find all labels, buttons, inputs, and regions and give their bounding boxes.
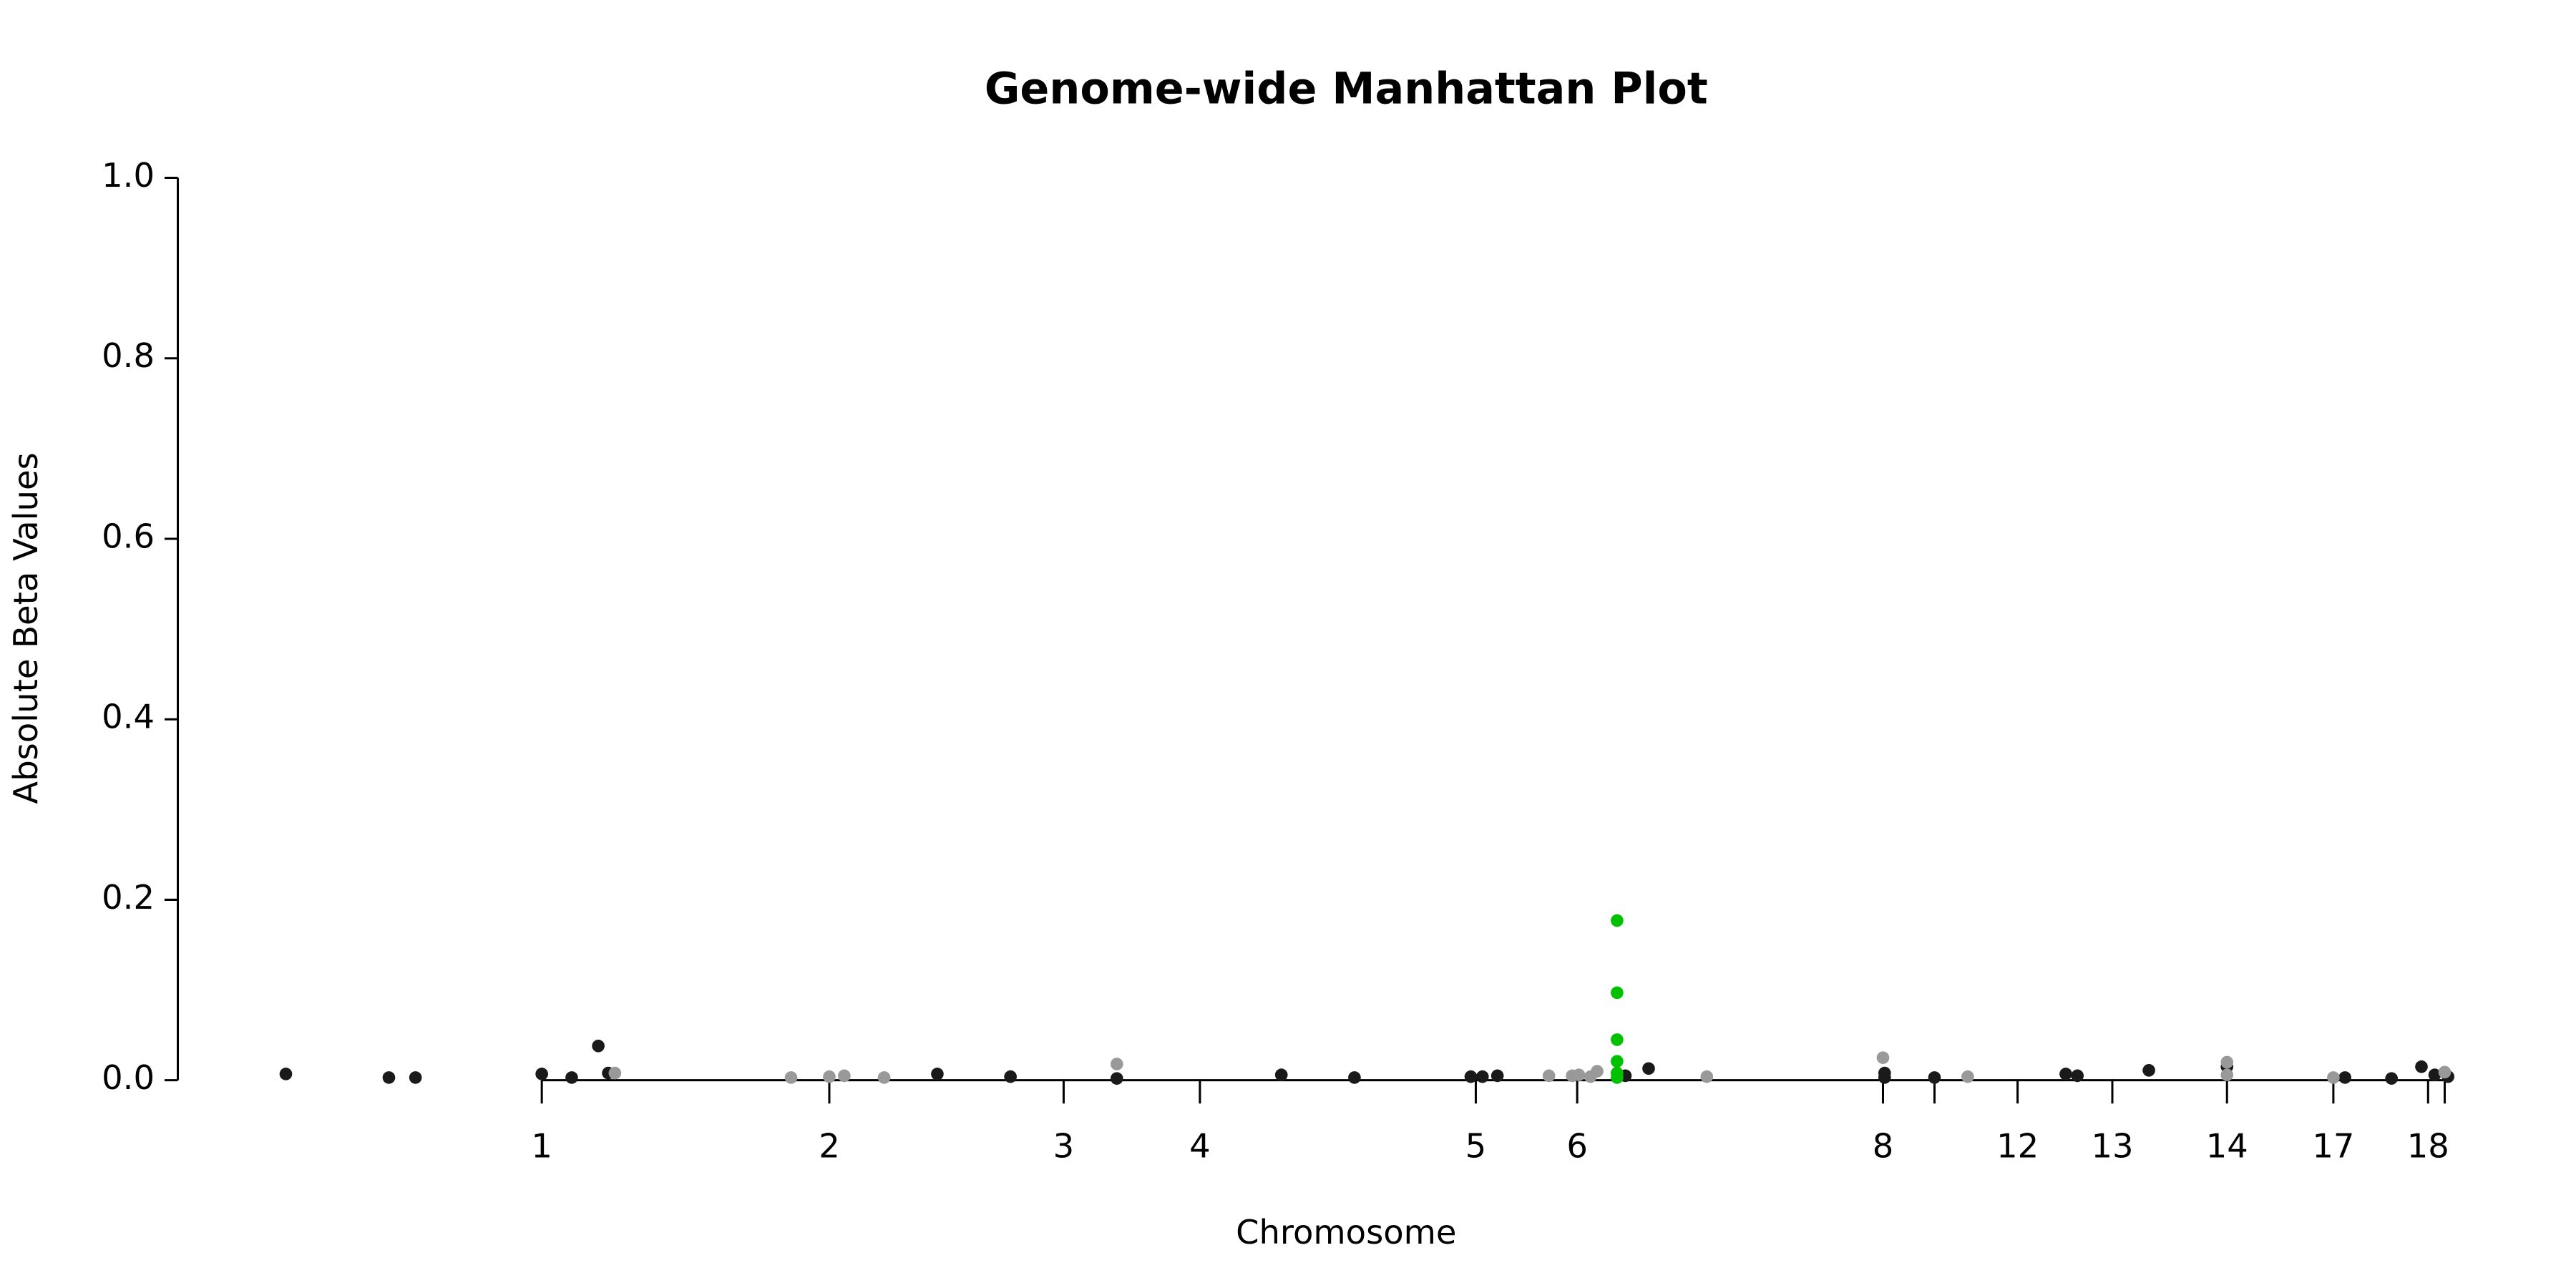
data-point [565,1071,578,1084]
x-tick-label: 4 [1189,1126,1211,1165]
data-point [1611,986,1624,1000]
data-point [2059,1068,2072,1080]
data-point [838,1069,851,1083]
data-point [1611,914,1624,927]
data-point [1572,1068,1586,1081]
data-point [1611,1033,1624,1046]
y-tick-label: 0.0 [102,1058,155,1097]
data-point [1591,1065,1604,1078]
data-point [2438,1065,2451,1079]
data-point [1110,1058,1123,1070]
data-point [1611,1055,1624,1068]
data-point [2071,1069,2084,1083]
x-tick-label: 3 [1053,1126,1075,1165]
data-point [1928,1071,1941,1084]
x-tick-label: 18 [2407,1126,2449,1165]
data-point [2220,1068,2234,1081]
data-point [2142,1063,2155,1077]
data-point [1491,1069,1504,1083]
data-point [1611,1071,1624,1084]
data-point [784,1071,798,1084]
x-tick-label: 14 [2206,1126,2248,1165]
data-point [1274,1068,1288,1081]
x-tick-label: 13 [2091,1126,2133,1165]
data-point [2385,1072,2399,1085]
x-tick-label: 6 [1566,1126,1588,1165]
data-point [931,1068,944,1080]
y-tick-label: 1.0 [102,156,155,195]
chart-title: Genome-wide Manhattan Plot [985,64,1708,114]
data-point [2220,1055,2234,1069]
y-axis-label: Absolute Beta Values [6,452,45,804]
data-point [1542,1069,1556,1083]
x-tick-label: 12 [1996,1126,2039,1165]
data-point [823,1070,836,1083]
data-point [2415,1060,2428,1073]
data-point [382,1071,396,1084]
data-point [1110,1072,1123,1085]
y-tick-label: 0.8 [102,336,155,375]
data-point [1961,1070,1974,1083]
data-point [608,1066,622,1080]
data-point [535,1068,548,1080]
x-tick-label: 17 [2312,1126,2354,1165]
x-tick-label: 5 [1465,1126,1487,1165]
data-point [1464,1070,1478,1083]
y-tick-label: 0.4 [102,698,155,736]
x-tick-label: 8 [1873,1126,1894,1165]
data-point [1876,1051,1890,1064]
y-tick-label: 0.6 [102,517,155,555]
data-point [279,1068,293,1080]
data-point [2428,1068,2441,1081]
data-point [877,1071,891,1084]
data-point [1878,1071,1891,1084]
data-point [592,1039,605,1053]
data-point [1475,1070,1489,1083]
data-point [1004,1070,1017,1083]
y-tick-label: 0.2 [102,878,155,917]
data-point [2338,1071,2351,1084]
data-point [1700,1070,1714,1083]
data-point [2327,1071,2340,1084]
x-tick-label: 2 [819,1126,840,1165]
data-point [409,1071,422,1084]
x-axis-label: Chromosome [1236,1213,1456,1252]
data-point [1348,1071,1361,1084]
data-point [1642,1062,1655,1075]
x-tick-label: 1 [531,1126,552,1165]
